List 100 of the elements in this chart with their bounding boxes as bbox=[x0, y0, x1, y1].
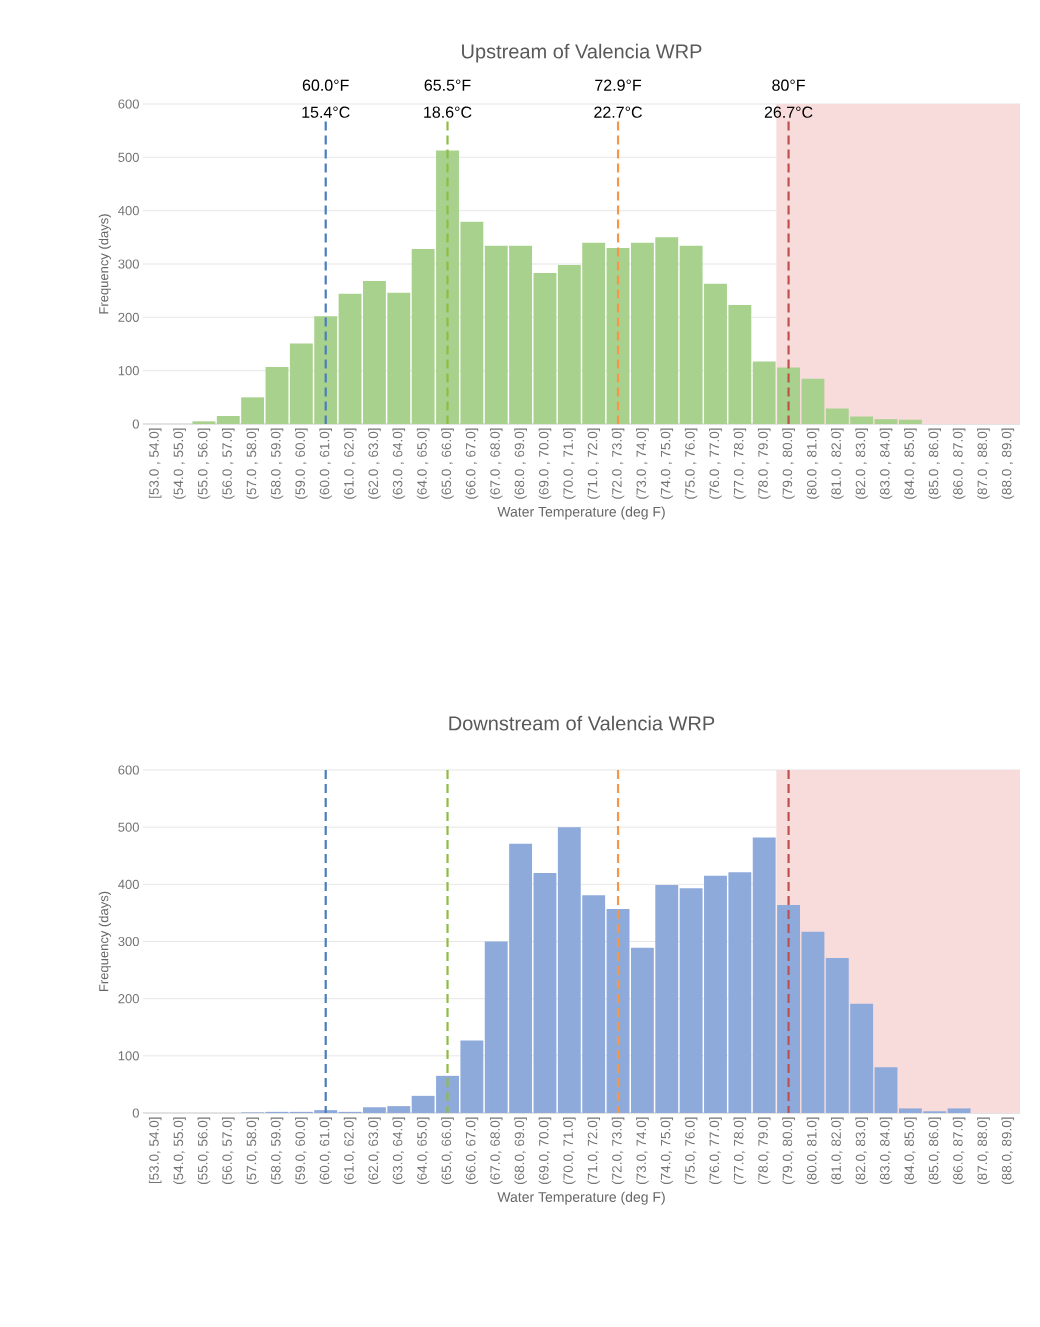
bar bbox=[898, 419, 922, 424]
x-tick-label: (65.0 , 66.0] bbox=[441, 428, 454, 499]
x-tick-label: (57.0 , 58.0] bbox=[246, 428, 259, 499]
bar bbox=[874, 1067, 898, 1113]
y-tick-label: 600 bbox=[118, 99, 139, 109]
x-tick-label: (88.0, 89.0] bbox=[1001, 1117, 1015, 1184]
x-tick-label: (66.0, 67.0] bbox=[465, 1117, 479, 1184]
x-tick-label: (61.0 , 62.0] bbox=[343, 428, 357, 499]
x-tick-label: (67.0, 68.0] bbox=[489, 1117, 503, 1184]
x-tick-label: (55.0, 56.0] bbox=[197, 1117, 211, 1184]
x-tick-label: (54.0, 55.0] bbox=[173, 1117, 186, 1184]
x-tick-label: (80.0 , 81.0] bbox=[806, 428, 820, 499]
x-tick-label: (77.0, 78.0] bbox=[733, 1117, 747, 1184]
x-tick-label: (74.0, 75.0] bbox=[660, 1117, 674, 1184]
x-tick-label: (60.0 , 61.0] bbox=[319, 428, 333, 499]
y-axis-title: Frequency (days) bbox=[98, 214, 111, 314]
x-tick-label: (58.0 , 59.0] bbox=[270, 428, 284, 499]
x-tick-label: (60.0, 61.0] bbox=[319, 1117, 332, 1184]
x-tick-label: (63.0, 64.0] bbox=[392, 1117, 406, 1184]
x-tick-label: (76.0, 77.0] bbox=[709, 1117, 722, 1184]
x-tick-label: (77.0 , 78.0] bbox=[733, 428, 747, 499]
x-tick-label: (70.0 , 71.0] bbox=[563, 428, 576, 499]
x-tick-label: (62.0 , 63.0] bbox=[368, 428, 381, 499]
y-tick-label: 100 bbox=[118, 1051, 139, 1061]
ref-line-label: 80°F 26.7°C bbox=[764, 79, 813, 118]
x-tick-label: (66.0 , 67.0] bbox=[465, 428, 479, 499]
x-tick-label: (71.0, 72.0] bbox=[587, 1117, 600, 1184]
x-tick-label: (68.0, 69.0] bbox=[514, 1117, 527, 1184]
x-tick-label: (88.0 , 89.0] bbox=[1001, 428, 1015, 499]
y-tick-label: 400 bbox=[118, 206, 139, 216]
x-tick-label: (61.0, 62.0] bbox=[343, 1117, 357, 1184]
x-tick-label: (67.0 , 68.0] bbox=[489, 428, 503, 499]
x-tick-label: (81.0, 82.0] bbox=[830, 1117, 844, 1184]
bar bbox=[606, 247, 630, 424]
x-tick-label: (83.0, 84.0] bbox=[879, 1117, 893, 1184]
x-tick-label: (72.0, 73.0] bbox=[611, 1117, 625, 1184]
y-tick-label: 100 bbox=[118, 366, 139, 376]
x-tick-label: (73.0, 74.0] bbox=[636, 1117, 649, 1184]
ref-line-label: 65.5°F 18.6°C bbox=[424, 79, 472, 118]
x-axis-title: Water Temperature (deg F) bbox=[497, 506, 665, 520]
x-tick-label: (68.0 , 69.0] bbox=[514, 428, 527, 499]
x-tick-label: (63.0 , 64.0] bbox=[392, 428, 406, 499]
y-tick-label: 400 bbox=[118, 879, 139, 889]
y-tick-label: 200 bbox=[118, 994, 139, 1004]
x-tick-label: (65.0, 66.0] bbox=[441, 1117, 454, 1184]
bar bbox=[606, 908, 630, 1113]
y-tick-label: 500 bbox=[118, 152, 139, 162]
x-tick-label: (56.0, 57.0] bbox=[221, 1117, 235, 1184]
x-tick-label: (57.0, 58.0] bbox=[246, 1117, 259, 1184]
x-tick-label: (84.0 , 85.0] bbox=[904, 428, 917, 499]
x-tick-label: (69.0, 70.0] bbox=[538, 1117, 552, 1184]
x-tick-label: (87.0 , 88.0] bbox=[977, 428, 990, 499]
x-tick-label: (86.0 , 87.0] bbox=[952, 428, 966, 499]
bar bbox=[192, 421, 216, 424]
x-tick-label: (76.0 , 77.0] bbox=[709, 428, 722, 499]
x-tick-label: (58.0, 59.0] bbox=[270, 1117, 284, 1184]
ref-line-label: 60.0°F 15.4°C bbox=[302, 79, 350, 118]
x-tick-label: [53.0, 54.0] bbox=[148, 1117, 162, 1184]
bar bbox=[265, 366, 289, 424]
y-tick-label: 0 bbox=[132, 1108, 139, 1118]
x-tick-label: (84.0, 85.0] bbox=[904, 1117, 917, 1184]
x-tick-label: (69.0 , 70.0] bbox=[538, 428, 552, 499]
x-tick-label: [53.0 , 54.0] bbox=[148, 428, 162, 498]
y-tick-label: 300 bbox=[118, 259, 139, 269]
x-tick-label: (83.0 , 84.0] bbox=[879, 428, 893, 499]
x-tick-label: (54.0 , 55.0] bbox=[173, 428, 186, 499]
x-tick-label: (75.0, 76.0] bbox=[684, 1117, 698, 1184]
y-axis-title: Frequency (days) bbox=[98, 891, 111, 991]
x-tick-label: (73.0 , 74.0] bbox=[636, 428, 649, 499]
x-tick-label: (82.0 , 83.0] bbox=[855, 428, 868, 499]
x-tick-label: (70.0, 71.0] bbox=[563, 1117, 576, 1184]
chart-title: Downstream of Valencia WRP bbox=[449, 715, 715, 731]
x-tick-label: (85.0, 86.0] bbox=[928, 1117, 942, 1184]
x-axis-title: Water Temperature (deg F) bbox=[497, 1191, 665, 1205]
y-tick-label: 0 bbox=[132, 419, 139, 429]
ref-line-label: 72.9°F 22.7°C bbox=[594, 79, 642, 118]
x-tick-label: (80.0, 81.0] bbox=[806, 1117, 820, 1184]
x-tick-label: (62.0, 63.0] bbox=[368, 1117, 381, 1184]
x-tick-label: (81.0 , 82.0] bbox=[830, 428, 844, 499]
x-tick-label: (74.0 , 75.0] bbox=[660, 428, 674, 499]
bar bbox=[947, 1108, 971, 1113]
y-tick-label: 200 bbox=[118, 312, 139, 322]
x-tick-label: (87.0, 88.0] bbox=[977, 1117, 990, 1184]
chart-title: Upstream of Valencia WRP bbox=[462, 43, 702, 63]
x-tick-label: (59.0 , 60.0] bbox=[295, 428, 308, 499]
x-tick-label: (72.0 , 73.0] bbox=[611, 428, 625, 499]
x-tick-label: (64.0 , 65.0] bbox=[416, 428, 430, 499]
x-tick-label: (79.0 , 80.0] bbox=[782, 428, 795, 499]
x-tick-label: (79.0, 80.0] bbox=[782, 1117, 795, 1184]
x-tick-label: (59.0, 60.0] bbox=[295, 1117, 308, 1184]
x-tick-label: (85.0 , 86.0] bbox=[928, 428, 942, 499]
y-tick-label: 600 bbox=[118, 765, 139, 775]
x-tick-label: (75.0 , 76.0] bbox=[684, 428, 698, 499]
bar bbox=[874, 419, 898, 424]
x-tick-label: (56.0 , 57.0] bbox=[221, 428, 235, 499]
bar bbox=[533, 273, 557, 424]
x-tick-label: (82.0, 83.0] bbox=[855, 1117, 868, 1184]
x-tick-label: (78.0 , 79.0] bbox=[757, 428, 771, 499]
x-tick-label: (78.0, 79.0] bbox=[757, 1117, 771, 1184]
y-tick-label: 500 bbox=[118, 822, 139, 832]
